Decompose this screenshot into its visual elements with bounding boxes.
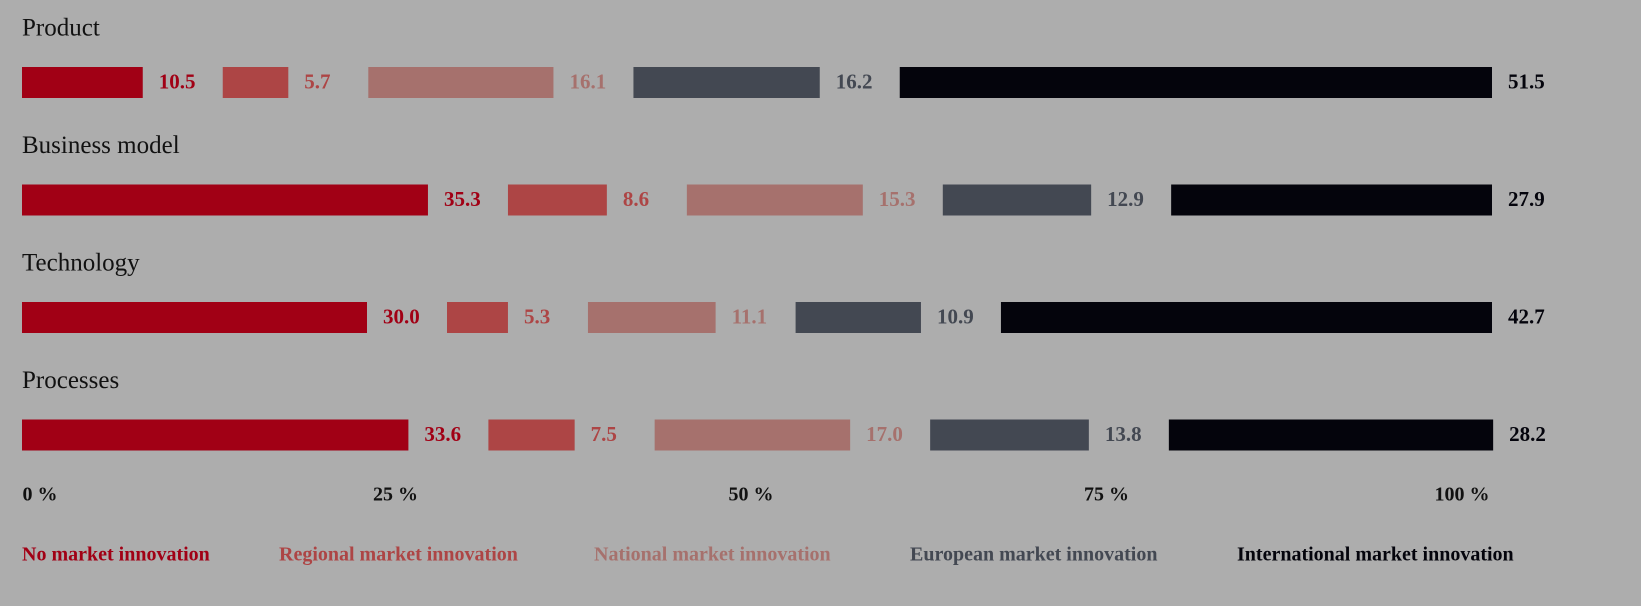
value-label: 15.3	[879, 187, 916, 211]
value-label: 33.6	[424, 422, 461, 446]
value-label: 7.5	[591, 422, 617, 446]
bar-segment	[488, 419, 575, 451]
legend-entry: International market innovation	[1237, 544, 1514, 566]
value-label: 42.7	[1508, 304, 1545, 328]
category-label: Business model	[22, 132, 180, 159]
value-label: 17.0	[866, 422, 903, 446]
value-label: 5.3	[524, 304, 550, 328]
value-label: 10.9	[937, 304, 974, 328]
bar-segment	[633, 67, 820, 98]
bar-segment	[930, 419, 1089, 451]
x-tick-label: 25 %	[373, 484, 418, 506]
bar-segment	[686, 184, 863, 216]
value-label: 30.0	[383, 304, 420, 328]
category-label: Technology	[22, 250, 140, 277]
bar-segment	[507, 184, 607, 216]
legend-entry: European market innovation	[910, 544, 1157, 566]
legend-entry: Regional market innovation	[279, 544, 518, 566]
bar-segment	[587, 302, 716, 333]
value-label: 16.1	[569, 69, 606, 93]
legend-entry: No market innovation	[22, 544, 210, 566]
value-label: 12.9	[1107, 187, 1144, 211]
legend-entry: National market innovation	[594, 544, 831, 566]
value-label: 27.9	[1508, 187, 1545, 211]
value-label: 10.5	[159, 69, 196, 93]
value-label: 11.1	[732, 304, 768, 328]
bar-segment	[22, 184, 428, 216]
bar-segment	[899, 67, 1492, 98]
x-tick-label: 75 %	[1084, 484, 1129, 506]
bar-segment	[22, 419, 409, 451]
value-label: 13.8	[1105, 422, 1142, 446]
value-label: 28.2	[1509, 422, 1546, 446]
x-tick-label: 100 %	[1435, 484, 1490, 506]
bar-segment	[22, 302, 367, 333]
bar-segment	[942, 184, 1092, 216]
bar-segment	[222, 67, 289, 98]
category-label: Product	[22, 15, 100, 42]
bar-segment	[368, 67, 554, 98]
bar-segment	[1171, 184, 1492, 216]
value-label: 51.5	[1508, 69, 1545, 93]
bar-segment	[795, 302, 921, 333]
bar-segment	[1168, 419, 1494, 451]
x-tick-label: 0 %	[23, 484, 58, 506]
value-label: 8.6	[623, 187, 649, 211]
value-label: 5.7	[304, 69, 330, 93]
category-label: Processes	[22, 367, 119, 394]
x-tick-label: 50 %	[729, 484, 774, 506]
value-label: 35.3	[444, 187, 481, 211]
value-label: 16.2	[836, 69, 873, 93]
bar-segment	[654, 419, 851, 451]
bar-segment	[447, 302, 508, 333]
bar-segment	[1000, 302, 1492, 333]
bar-segment	[22, 67, 143, 98]
